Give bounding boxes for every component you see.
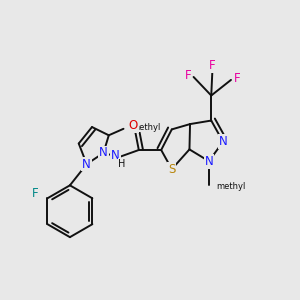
Text: F: F — [32, 187, 38, 200]
Text: F: F — [234, 72, 241, 85]
Text: N: N — [205, 155, 213, 168]
Text: N: N — [99, 146, 108, 159]
Text: H: H — [118, 159, 126, 169]
Text: F: F — [209, 59, 216, 72]
Text: N: N — [219, 135, 227, 148]
Text: methyl: methyl — [131, 123, 160, 132]
Text: N: N — [82, 158, 91, 171]
Text: O: O — [129, 119, 138, 132]
Text: N: N — [111, 149, 120, 162]
Text: F: F — [185, 69, 192, 82]
Text: S: S — [168, 163, 176, 176]
Text: methyl: methyl — [216, 182, 245, 191]
